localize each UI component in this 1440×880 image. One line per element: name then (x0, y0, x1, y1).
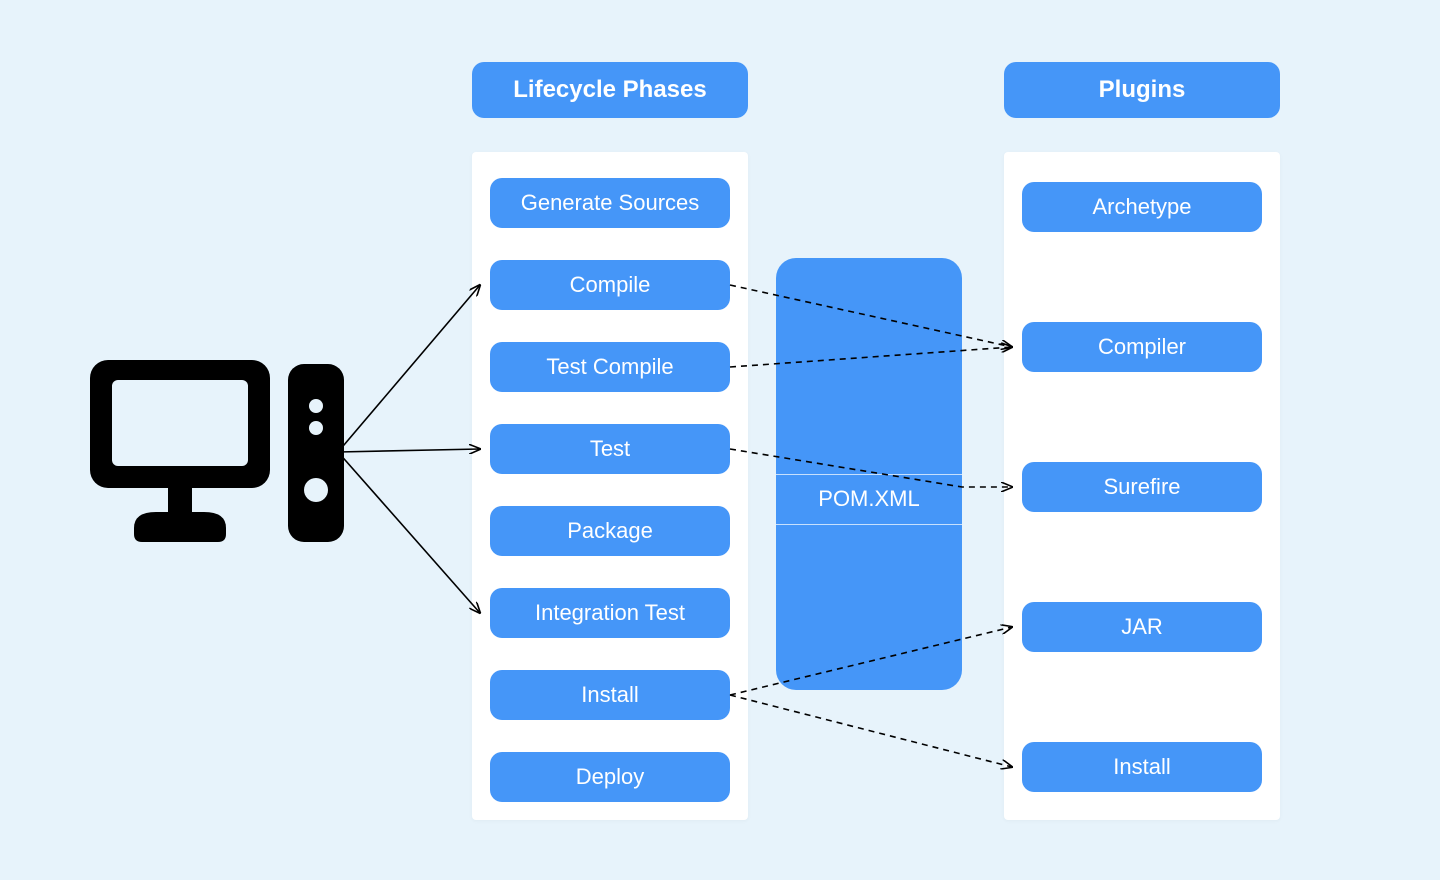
phase-label: Install (581, 682, 638, 708)
phase-label: Package (567, 518, 653, 544)
pom-box: POM.XML (776, 258, 962, 690)
phase-label: Compile (570, 272, 651, 298)
phase-label: Generate Sources (521, 190, 700, 216)
plugin-label: Archetype (1092, 194, 1191, 220)
computer-icon (90, 352, 350, 552)
lifecycle-header: Lifecycle Phases (472, 62, 748, 118)
phase-integration-test: Integration Test (490, 588, 730, 638)
plugin-label: Surefire (1103, 474, 1180, 500)
plugin-label: JAR (1121, 614, 1163, 640)
phase-test: Test (490, 424, 730, 474)
phase-generate-sources: Generate Sources (490, 178, 730, 228)
phase-label: Test (590, 436, 630, 462)
phase-deploy: Deploy (490, 752, 730, 802)
plugins-header: Plugins (1004, 62, 1280, 118)
plugins-header-label: Plugins (1099, 76, 1186, 104)
plugin-archetype: Archetype (1022, 182, 1262, 232)
phase-compile: Compile (490, 260, 730, 310)
plugin-install: Install (1022, 742, 1262, 792)
phase-package: Package (490, 506, 730, 556)
pom-label: POM.XML (776, 486, 962, 512)
diagram-canvas: Lifecycle Phases Plugins Generate Source… (0, 0, 1440, 880)
plugin-label: Compiler (1098, 334, 1186, 360)
plugin-jar: JAR (1022, 602, 1262, 652)
plugin-label: Install (1113, 754, 1170, 780)
phase-test-compile: Test Compile (490, 342, 730, 392)
lifecycle-header-label: Lifecycle Phases (513, 76, 706, 104)
phase-label: Integration Test (535, 600, 685, 626)
phase-label: Test Compile (546, 354, 673, 380)
plugin-surefire: Surefire (1022, 462, 1262, 512)
phase-label: Deploy (576, 764, 644, 790)
plugin-compiler: Compiler (1022, 322, 1262, 372)
phase-install: Install (490, 670, 730, 720)
